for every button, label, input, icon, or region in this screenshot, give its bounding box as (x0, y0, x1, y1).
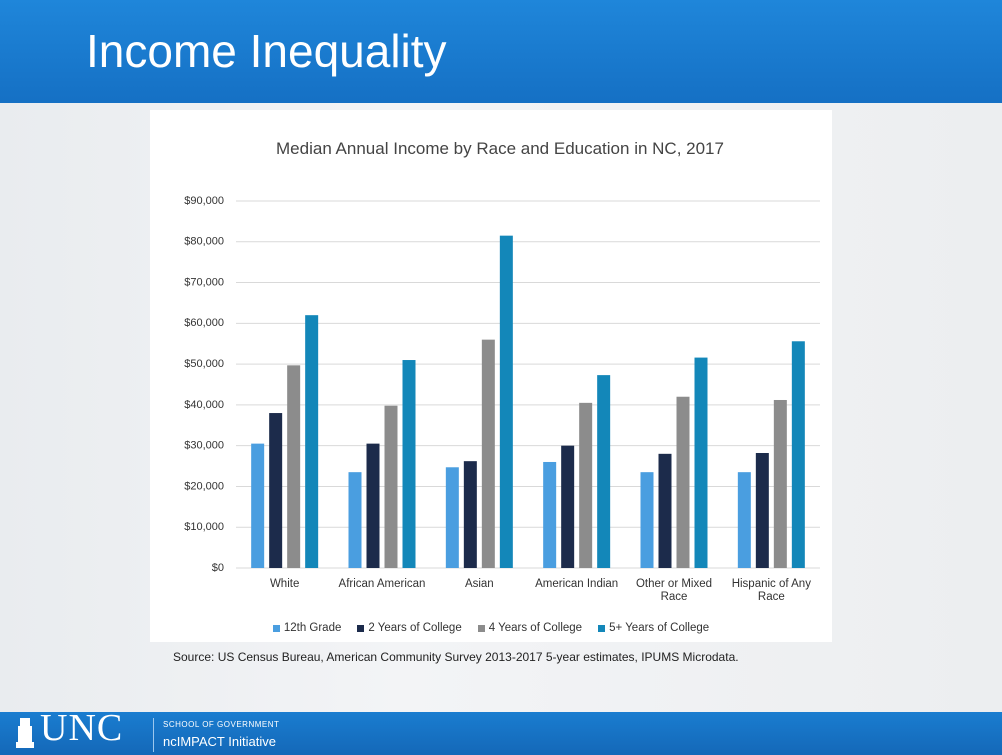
legend-item: 5+ Years of College (598, 622, 709, 634)
bar (597, 375, 611, 568)
bar (251, 443, 265, 568)
bar (543, 461, 557, 568)
y-tick-label: $90,000 (184, 195, 224, 207)
bar (348, 472, 362, 568)
bar (402, 360, 416, 568)
footer-bar (0, 712, 1002, 755)
source-note: Source: US Census Bureau, American Commu… (173, 650, 739, 664)
bell-tower-icon (16, 718, 34, 748)
legend-item: 4 Years of College (477, 622, 583, 634)
legend-item: 12th Grade (272, 622, 342, 634)
bar (269, 413, 283, 568)
legend-swatch (598, 624, 606, 632)
legend-label: 4 Years of College (488, 622, 583, 634)
bar (773, 399, 787, 568)
x-tick-label: Asian (464, 578, 494, 590)
legend: 12th Grade 2 Years of College 4 Years of C… (150, 622, 832, 634)
separator (153, 718, 154, 752)
legend-item: 2 Years of College (357, 622, 462, 634)
x-tick-label: American Indian (535, 578, 619, 590)
y-tick-label: $0 (212, 562, 224, 574)
y-tick-label: $10,000 (184, 521, 224, 533)
bar (305, 315, 319, 568)
bar (481, 339, 495, 568)
school-name: SCHOOL OF GOVERNMENT (163, 720, 280, 729)
slide-title: Income Inequality (86, 25, 447, 77)
x-tick-label: Hispanic of Any Race (731, 578, 811, 603)
chart-title: Median Annual Income by Race and Educati… (276, 139, 724, 158)
legend-label: 5+ Years of College (609, 622, 710, 634)
legend-swatch (477, 624, 485, 632)
bar (694, 357, 708, 568)
bar (755, 453, 769, 568)
bar (579, 402, 593, 568)
logo: UNC (40, 707, 124, 749)
legend-label: 2 Years of College (368, 622, 462, 634)
y-tick-label: $60,000 (184, 317, 224, 329)
y-tick-label: $50,000 (184, 358, 224, 370)
bar (463, 461, 477, 568)
header-bar (0, 0, 1002, 103)
y-tick-label: $40,000 (184, 399, 224, 411)
x-tick-label: African American (338, 578, 426, 590)
initiative-name: ncIMPACT Initiative (163, 734, 276, 749)
bar (676, 396, 690, 568)
bar (737, 472, 751, 568)
bar (366, 443, 380, 568)
x-tick-label: Other or Mixed Race (635, 578, 713, 603)
bar (561, 445, 575, 568)
bar (640, 472, 654, 568)
bar (499, 235, 513, 568)
legend-swatch (357, 624, 365, 632)
legend-swatch (272, 624, 280, 632)
bar (791, 341, 805, 568)
bar (658, 453, 672, 568)
y-tick-label: $30,000 (184, 440, 224, 452)
x-tick-label: White (269, 578, 300, 590)
bar (384, 405, 398, 568)
y-tick-label: $70,000 (184, 276, 224, 288)
y-tick-label: $20,000 (184, 480, 224, 492)
y-tick-label: $80,000 (184, 236, 224, 248)
bar (287, 365, 301, 568)
legend-label: 12th Grade (283, 622, 342, 634)
bar (445, 467, 459, 568)
